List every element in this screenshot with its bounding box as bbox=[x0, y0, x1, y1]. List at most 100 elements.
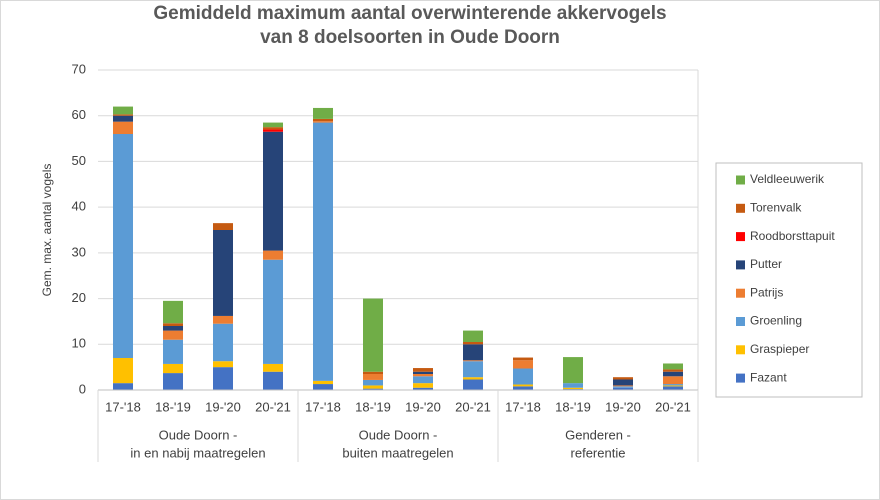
bar-segment bbox=[513, 386, 533, 390]
bar-segment bbox=[513, 368, 533, 385]
bar-segment bbox=[413, 368, 433, 372]
legend-label: Roodborsttapuit bbox=[750, 229, 835, 243]
bar-segment bbox=[163, 323, 183, 326]
bar-segment bbox=[213, 367, 233, 390]
bar-segment bbox=[663, 363, 683, 370]
bar-segment bbox=[263, 371, 283, 390]
group-label: Oude Doorn - bbox=[159, 427, 238, 442]
bar-segment bbox=[313, 107, 333, 119]
x-tick-label: 17-'18 bbox=[505, 399, 541, 414]
x-tick-label: 20-'21 bbox=[255, 399, 291, 414]
bar-segment bbox=[263, 259, 283, 364]
y-tick-label: 60 bbox=[72, 107, 86, 122]
bar-segment bbox=[313, 380, 333, 385]
bar-segment bbox=[413, 371, 433, 374]
bar-segment bbox=[163, 339, 183, 364]
bar-segment bbox=[263, 122, 283, 128]
bar-segment bbox=[663, 369, 683, 372]
legend-label: Patrijs bbox=[750, 285, 783, 299]
legend-swatch bbox=[736, 203, 745, 213]
bar-segment bbox=[163, 326, 183, 331]
bar-segment bbox=[213, 361, 233, 368]
bar-segment bbox=[363, 379, 383, 386]
x-tick-label: 19-'20 bbox=[405, 399, 441, 414]
y-axis-label: Gem. max. aantal vogels bbox=[40, 164, 54, 297]
bar-segment bbox=[263, 131, 283, 251]
bar-segment bbox=[413, 374, 433, 377]
bar-segment bbox=[163, 373, 183, 390]
x-tick-label: 18-'19 bbox=[355, 399, 391, 414]
bar-segment bbox=[413, 387, 433, 390]
x-tick-label: 17-'18 bbox=[105, 399, 141, 414]
legend-label: Veldleeuwerik bbox=[750, 172, 825, 186]
bar-segment bbox=[363, 385, 383, 389]
bar-segment bbox=[363, 374, 383, 380]
bar-segment bbox=[163, 363, 183, 374]
bar-segment bbox=[613, 386, 633, 388]
bar-segment bbox=[363, 388, 383, 390]
bar-segment bbox=[613, 387, 633, 390]
y-tick-label: 50 bbox=[72, 153, 86, 168]
bar-segment bbox=[163, 300, 183, 324]
group-label: Oude Doorn - bbox=[359, 427, 438, 442]
legend-label: Groenling bbox=[750, 314, 802, 328]
bar-segment bbox=[663, 385, 683, 387]
bar-segment bbox=[463, 344, 483, 361]
bar-segment bbox=[513, 384, 533, 387]
legend-swatch bbox=[736, 373, 745, 383]
bar-segment bbox=[663, 376, 683, 385]
bar-segment bbox=[413, 383, 433, 388]
bar-segment bbox=[613, 385, 633, 387]
bar-segment bbox=[263, 127, 283, 130]
legend-label: Graspieper bbox=[750, 342, 809, 356]
bar-segment bbox=[113, 383, 133, 390]
legend-swatch bbox=[736, 260, 745, 270]
bar-segment bbox=[213, 323, 233, 362]
bar-segment bbox=[363, 298, 383, 372]
bar-segment bbox=[563, 387, 583, 390]
legend-swatch bbox=[736, 317, 745, 326]
x-tick-label: 17-'18 bbox=[305, 399, 341, 414]
bar-segment bbox=[113, 106, 133, 115]
bar-segment bbox=[213, 230, 233, 316]
group-label: referentie bbox=[571, 445, 626, 460]
y-tick-label: 30 bbox=[72, 244, 86, 259]
legend-label: Fazant bbox=[750, 370, 787, 384]
bar-segment bbox=[463, 342, 483, 345]
x-tick-label: 18-'19 bbox=[555, 399, 591, 414]
legend-swatch bbox=[736, 175, 745, 185]
bar-segment bbox=[213, 223, 233, 230]
bar-segment bbox=[263, 250, 283, 260]
bar-segment bbox=[113, 134, 133, 358]
bar-segment bbox=[263, 129, 283, 132]
bar-segment bbox=[513, 360, 533, 369]
bar-segment bbox=[663, 384, 683, 386]
legend-swatch bbox=[736, 288, 745, 298]
legend-swatch bbox=[736, 232, 745, 242]
bar-segment bbox=[113, 115, 133, 122]
bar-segment bbox=[463, 330, 483, 342]
bar-segment bbox=[663, 371, 683, 377]
bar-segment bbox=[463, 377, 483, 380]
legend-label: Torenvalk bbox=[750, 200, 802, 214]
bar-segment bbox=[413, 376, 433, 384]
bar-segment bbox=[463, 361, 483, 378]
bar-segment bbox=[113, 121, 133, 134]
bar-segment bbox=[613, 379, 633, 386]
bar-segment bbox=[313, 121, 333, 123]
bar-segment bbox=[163, 330, 183, 340]
bar-segment bbox=[463, 360, 483, 362]
x-tick-label: 19-'20 bbox=[605, 399, 641, 414]
group-label: Genderen - bbox=[565, 427, 631, 442]
x-tick-label: 20-'21 bbox=[455, 399, 491, 414]
group-label: buiten maatregelen bbox=[342, 445, 453, 460]
chart-title: van 8 doelsoorten in Oude Doorn bbox=[260, 27, 560, 48]
bar-segment bbox=[113, 114, 133, 116]
legend-box bbox=[715, 162, 863, 398]
legend-label: Putter bbox=[750, 257, 782, 271]
y-tick-label: 20 bbox=[72, 290, 86, 305]
bar-segment bbox=[313, 118, 333, 122]
bar-segment bbox=[613, 377, 633, 380]
